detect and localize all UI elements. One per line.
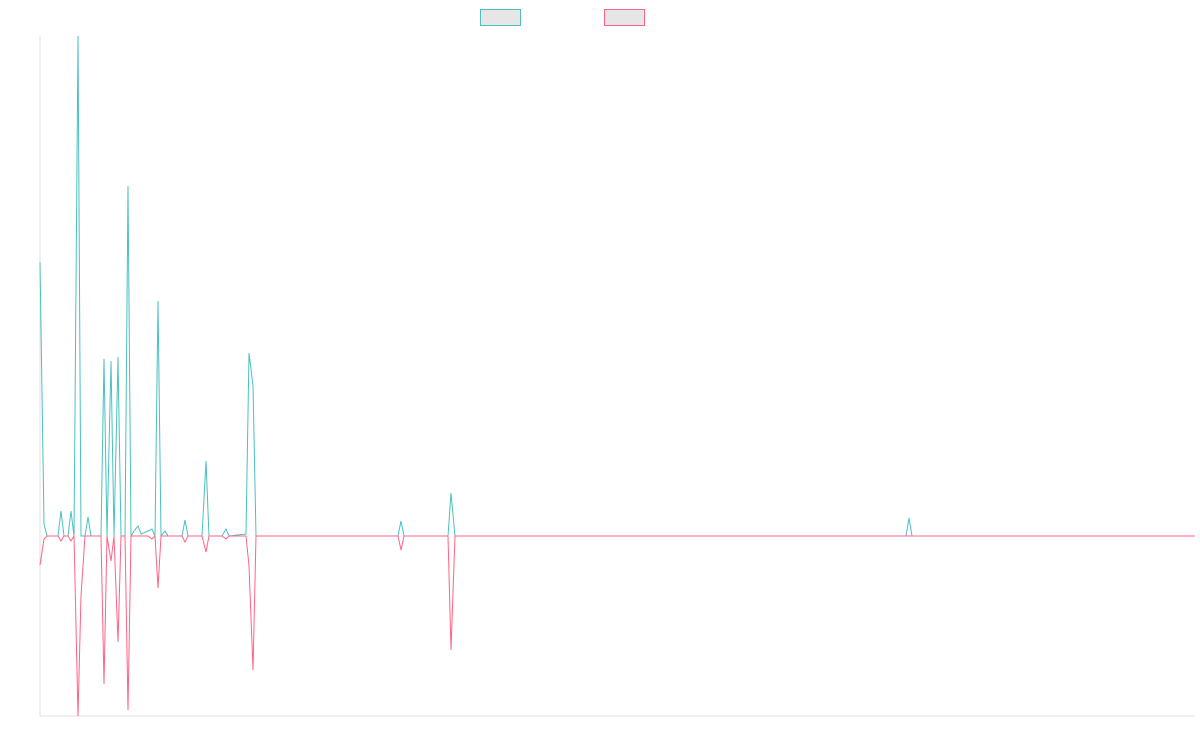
legend-swatch: [604, 9, 645, 26]
series-line: [39, 534, 1195, 717]
series-line: [39, 35, 1195, 538]
legend-swatch: [480, 9, 521, 26]
